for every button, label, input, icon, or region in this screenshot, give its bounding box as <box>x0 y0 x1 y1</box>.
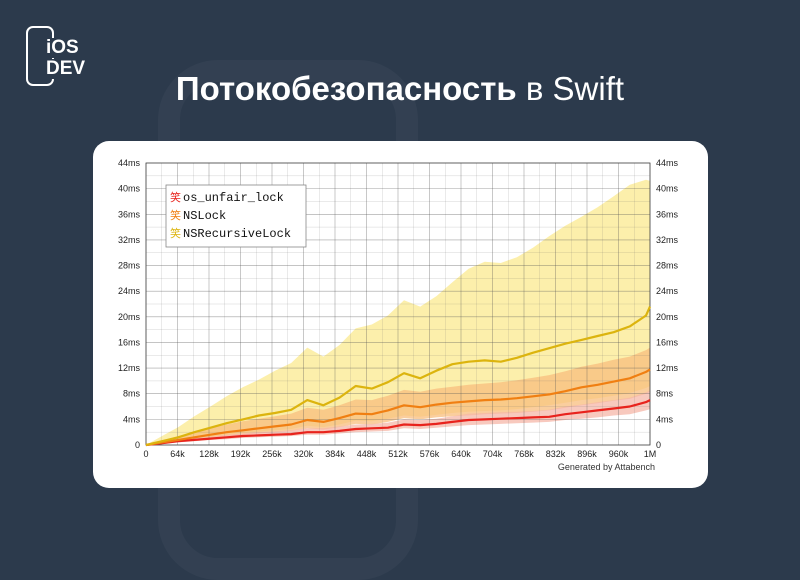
page-title-rest: в Swift <box>516 70 625 107</box>
x-tick-4: 256k <box>262 449 282 459</box>
y-tick-right-1: 4ms <box>656 414 674 424</box>
page-title: Потокобезопасность в Swift <box>0 70 800 108</box>
y-tick-right-0: 0 <box>656 440 661 450</box>
y-tick-left-3: 12ms <box>118 363 141 373</box>
y-tick-left-6: 24ms <box>118 286 141 296</box>
y-tick-left-10: 40ms <box>118 184 141 194</box>
y-tick-right-7: 28ms <box>656 261 679 271</box>
x-tick-13: 832k <box>546 449 566 459</box>
x-tick-2: 128k <box>199 449 219 459</box>
plot-frame <box>145 162 651 446</box>
y-tick-left-7: 28ms <box>118 261 141 271</box>
y-tick-right-3: 12ms <box>656 363 679 373</box>
y-tick-right-10: 40ms <box>656 184 679 194</box>
x-tick-10: 640k <box>451 449 471 459</box>
x-tick-3: 192k <box>231 449 251 459</box>
y-tick-left-0: 0 <box>135 440 140 450</box>
page-title-bold: Потокобезопасность <box>175 70 517 107</box>
series-line-NSRecursiveLock <box>145 306 652 447</box>
legend-glyph-os_unfair_lock: 笑 <box>170 190 181 204</box>
logo-text-dev: DEV <box>44 58 88 79</box>
y-tick-left-2: 8ms <box>123 389 141 399</box>
y-tick-left-9: 36ms <box>118 209 141 219</box>
series-line-NSLock <box>145 368 651 447</box>
chart-card: 0 0 4ms 4ms 8ms 8ms 12ms 12ms 16ms 16ms 20ms 20ms 24… <box>93 141 708 488</box>
y-tick-left-1: 4ms <box>123 414 141 424</box>
x-tick-9: 576k <box>420 449 440 459</box>
y-tick-right-4: 16ms <box>656 337 679 347</box>
x-tick-12: 768k <box>514 449 534 459</box>
y-tick-right-8: 32ms <box>656 235 679 245</box>
x-tick-11: 704k <box>483 449 503 459</box>
legend-label-os_unfair_lock: os_unfair_lock <box>183 191 284 205</box>
x-tick-16: 1M <box>644 449 657 459</box>
series-line-os_unfair_lock <box>145 399 651 447</box>
ios-dev-logo: iOS DEV <box>26 26 96 88</box>
legend-glyph-NSLock: 笑 <box>170 208 181 222</box>
y-tick-right-11: 44ms <box>656 158 679 168</box>
x-tick-1: 64k <box>170 449 185 459</box>
y-tick-left-8: 32ms <box>118 235 141 245</box>
legend-glyph-NSRecursiveLock: 笑 <box>170 226 181 240</box>
x-tick-14: 896k <box>577 449 597 459</box>
x-tick-5: 320k <box>294 449 314 459</box>
y-tick-right-5: 20ms <box>656 312 679 322</box>
y-tick-left-11: 44ms <box>118 158 141 168</box>
legend-label-NSLock: NSLock <box>183 209 226 223</box>
y-tick-right-9: 36ms <box>656 209 679 219</box>
x-tick-7: 448k <box>357 449 377 459</box>
logo-text-ios: iOS <box>44 37 81 58</box>
legend-label-NSRecursiveLock: NSRecursiveLock <box>183 227 291 241</box>
y-tick-right-2: 8ms <box>656 389 674 399</box>
legend-box <box>165 184 307 248</box>
x-tick-6: 384k <box>325 449 345 459</box>
x-tick-0: 0 <box>143 449 148 459</box>
credit-text: Generated by Attabench <box>558 462 655 472</box>
y-tick-right-6: 24ms <box>656 286 679 296</box>
y-tick-left-5: 20ms <box>118 312 141 322</box>
x-tick-15: 960k <box>609 449 629 459</box>
x-tick-8: 512k <box>388 449 408 459</box>
y-tick-left-4: 16ms <box>118 337 141 347</box>
